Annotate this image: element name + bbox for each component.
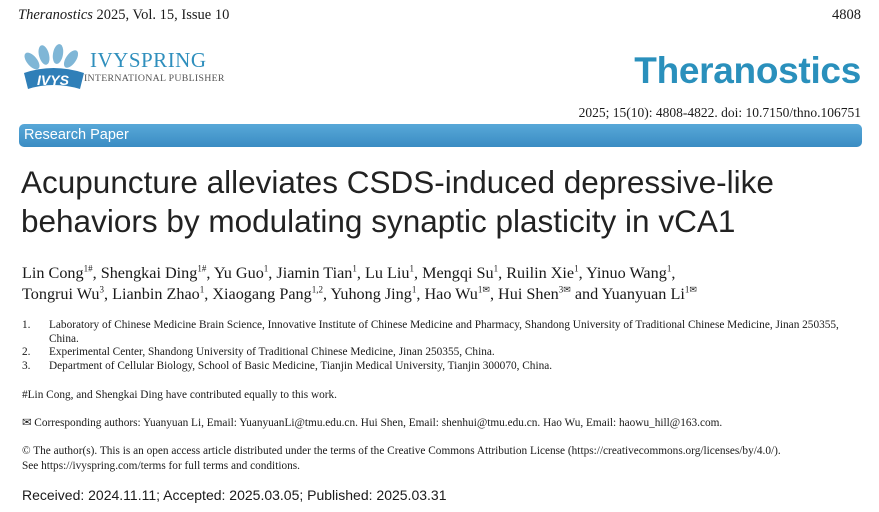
author-affil-sup: 1# bbox=[197, 263, 207, 274]
author-affil-sup: 1 bbox=[574, 263, 579, 274]
affiliation-text: Department of Cellular Biology, School o… bbox=[49, 359, 553, 372]
author-affil-sup: 1 bbox=[352, 263, 357, 274]
author: Jiamin Tian1 bbox=[276, 264, 357, 282]
author-affil-sup: 1 bbox=[493, 263, 499, 274]
author-name: Ruilin Xie bbox=[506, 264, 575, 282]
author-affil-sup: 1✉ bbox=[684, 284, 697, 295]
journal-title: Theranostics bbox=[634, 50, 861, 91]
publisher-logo: IVYS bbox=[18, 43, 228, 95]
author-name: Lu Liu bbox=[365, 264, 410, 282]
author: Xiaogang Pang1,2 bbox=[212, 285, 323, 303]
corresponding-authors: ✉ Corresponding authors: Yuanyuan Li, Em… bbox=[22, 417, 723, 429]
author-name: Hao Wu bbox=[424, 285, 478, 303]
author: Shengkai Ding1# bbox=[101, 264, 207, 282]
author-name: Yinuo Wang bbox=[586, 264, 667, 282]
author-name: Hui Shen bbox=[498, 285, 559, 303]
author-name: Xiaogang Pang bbox=[212, 285, 312, 303]
author-affil-sup: 1✉ bbox=[477, 284, 490, 295]
title-line: Acupuncture alleviates CSDS-induced depr… bbox=[21, 164, 774, 200]
author-affil-sup: 1# bbox=[83, 263, 93, 274]
publication-dates: Received: 2024.11.11; Accepted: 2025.03.… bbox=[22, 487, 447, 503]
affiliation-text: Laboratory of Chinese Medicine Brain Sci… bbox=[49, 319, 839, 345]
paper-type-label: Research Paper bbox=[24, 127, 129, 143]
affiliation: 2. Experimental Center, Shandong Univers… bbox=[22, 346, 852, 360]
author: Yuanyuan Li1✉ bbox=[602, 285, 697, 303]
author-name: Yuhong Jing bbox=[330, 285, 412, 303]
publisher-subtitle: INTERNATIONAL PUBLISHER bbox=[84, 73, 225, 84]
author: Tongrui Wu3 bbox=[22, 285, 104, 303]
author: Yinuo Wang1 bbox=[586, 264, 671, 282]
running-header: Theranostics 2025, Vol. 15, Issue 10 bbox=[18, 7, 229, 24]
author: Mengqi Su1 bbox=[422, 264, 498, 282]
license-notice: © The author(s). This is an open access … bbox=[22, 444, 872, 474]
citation: 2025; 15(10): 4808-4822. doi: 10.7150/th… bbox=[578, 105, 861, 120]
affiliation: 1. Laboratory of Chinese Medicine Brain … bbox=[22, 319, 852, 346]
author-list: Lin Cong1#, Shengkai Ding1#, Yu Guo1, Ji… bbox=[22, 263, 697, 303]
title-line: behaviors by modulating synaptic plastic… bbox=[21, 203, 736, 239]
page-number: 4808 bbox=[832, 7, 861, 23]
logo-text: IVYS bbox=[37, 72, 70, 88]
equal-contribution-note: #Lin Cong, and Shengkai Ding have contri… bbox=[22, 389, 338, 401]
publisher-name: IVYSPRING bbox=[90, 48, 207, 72]
article-title: Acupuncture alleviates CSDS-induced depr… bbox=[21, 163, 871, 241]
running-issue: 2025, Vol. 15, Issue 10 bbox=[96, 7, 230, 23]
author: Lin Cong1# bbox=[22, 264, 93, 282]
author: Yu Guo1 bbox=[214, 264, 268, 282]
author-name: Tongrui Wu bbox=[22, 285, 100, 303]
author-name: Jiamin Tian bbox=[276, 264, 353, 282]
author-name: Yu Guo bbox=[213, 264, 264, 282]
author-affil-sup: 3✉ bbox=[558, 284, 571, 295]
affiliation: 3. Department of Cellular Biology, Schoo… bbox=[22, 360, 852, 374]
author-name: Lianbin Zhao bbox=[112, 285, 200, 303]
affiliation-number: 2. bbox=[22, 346, 31, 358]
license-line: © The author(s). This is an open access … bbox=[22, 445, 781, 457]
author: Lu Liu1 bbox=[365, 264, 414, 282]
author-name: Mengqi Su bbox=[422, 264, 494, 282]
author-affil-sup: 3 bbox=[99, 284, 105, 295]
author-affil-sup: 1 bbox=[666, 263, 672, 274]
author-affil-sup: 1 bbox=[199, 284, 205, 295]
paper-type-bar: Research Paper bbox=[19, 124, 862, 147]
author-name: Shengkai Ding bbox=[100, 264, 198, 282]
running-journal-name: Theranostics bbox=[18, 7, 93, 23]
author-affil-sup: 1 bbox=[409, 263, 415, 274]
author-and: and bbox=[574, 285, 599, 303]
author-name: Yuanyuan Li bbox=[601, 285, 685, 303]
affiliation-number: 1. bbox=[22, 319, 31, 331]
license-line: See https://ivyspring.com/terms for full… bbox=[22, 460, 300, 472]
author-affil-sup: 1 bbox=[263, 263, 269, 274]
author-affil-sup: 1,2 bbox=[311, 284, 323, 295]
affiliation-number: 3. bbox=[22, 359, 31, 372]
author: Ruilin Xie1 bbox=[506, 264, 578, 282]
author: Hao Wu1✉ bbox=[424, 285, 490, 303]
ivy-leaf-icon: IVYS bbox=[24, 44, 84, 89]
author-name: Lin Cong bbox=[22, 264, 84, 282]
affiliation-list: 1. Laboratory of Chinese Medicine Brain … bbox=[22, 319, 852, 373]
author: Yuhong Jing1 bbox=[330, 285, 416, 303]
affiliation-text: Experimental Center, Shandong University… bbox=[49, 346, 495, 358]
author: Lianbin Zhao1 bbox=[112, 285, 204, 303]
author: Hui Shen3✉ bbox=[498, 285, 571, 303]
author-affil-sup: 1 bbox=[411, 284, 417, 295]
